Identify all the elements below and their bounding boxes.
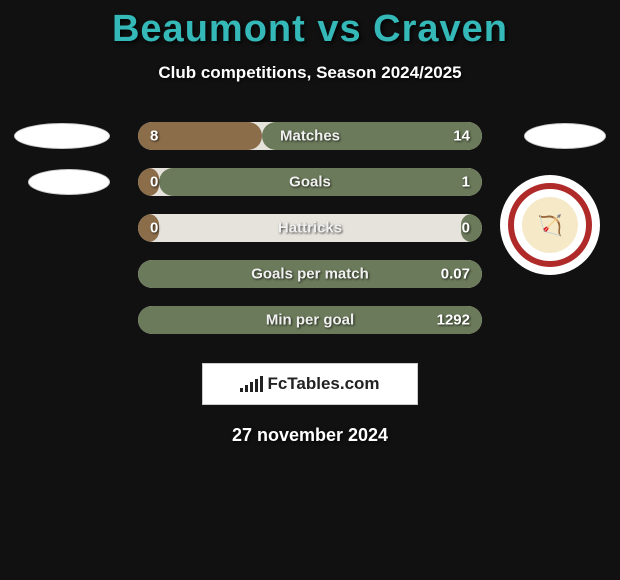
crest-ring: 🏹 bbox=[508, 183, 592, 267]
date-text: 27 november 2024 bbox=[0, 425, 620, 446]
stat-pill-goals: 0 Goals 1 bbox=[138, 168, 482, 196]
stat-left-value: 8 bbox=[150, 128, 158, 145]
archer-icon: 🏹 bbox=[522, 197, 578, 253]
stat-row: Min per goal 1292 bbox=[0, 297, 620, 343]
stat-label: Min per goal bbox=[266, 312, 354, 329]
page-title: Beaumont vs Craven bbox=[0, 0, 620, 51]
stat-right-value: 1 bbox=[462, 174, 470, 191]
right-club-crest: 🏹 bbox=[500, 175, 600, 275]
stat-pill-matches: 8 Matches 14 bbox=[138, 122, 482, 150]
stat-label: Matches bbox=[280, 128, 340, 145]
stat-right-value: 0 bbox=[462, 220, 470, 237]
footer-logo-box[interactable]: FcTables.com bbox=[202, 363, 418, 405]
stat-row: 8 Matches 14 bbox=[0, 113, 620, 159]
footer-logo-text: FcTables.com bbox=[267, 374, 379, 394]
stat-right-value: 1292 bbox=[437, 312, 470, 329]
stat-right-value: 0.07 bbox=[441, 266, 470, 283]
left-player-badge-0 bbox=[14, 123, 110, 149]
stat-label: Goals per match bbox=[251, 266, 369, 283]
subtitle: Club competitions, Season 2024/2025 bbox=[0, 63, 620, 83]
comparison-widget: Beaumont vs Craven Club competitions, Se… bbox=[0, 0, 620, 580]
stat-pill-mpg: Min per goal 1292 bbox=[138, 306, 482, 334]
stat-pill-gpm: Goals per match 0.07 bbox=[138, 260, 482, 288]
bars-icon bbox=[240, 376, 263, 392]
stat-label: Goals bbox=[289, 174, 331, 191]
stat-left-value: 0 bbox=[150, 220, 158, 237]
stat-label: Hattricks bbox=[278, 220, 342, 237]
footer-logo: FcTables.com bbox=[240, 374, 379, 394]
right-player-badge-0 bbox=[524, 123, 606, 149]
stat-right-value: 14 bbox=[453, 128, 470, 145]
left-player-badge-1 bbox=[28, 169, 110, 195]
stat-left-value: 0 bbox=[150, 174, 158, 191]
stat-pill-hattricks: 0 Hattricks 0 bbox=[138, 214, 482, 242]
